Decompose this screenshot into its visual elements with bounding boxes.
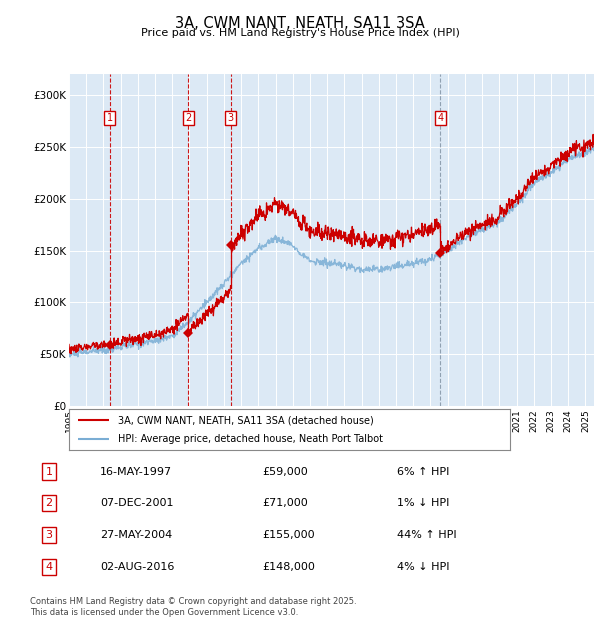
Text: 4: 4	[46, 562, 52, 572]
Text: 4: 4	[437, 113, 443, 123]
Text: 27-MAY-2004: 27-MAY-2004	[100, 530, 172, 540]
Text: Price paid vs. HM Land Registry's House Price Index (HPI): Price paid vs. HM Land Registry's House …	[140, 28, 460, 38]
Text: 16-MAY-1997: 16-MAY-1997	[100, 467, 172, 477]
Text: 1: 1	[46, 467, 52, 477]
Text: 3: 3	[46, 530, 52, 540]
Text: 4% ↓ HPI: 4% ↓ HPI	[397, 562, 450, 572]
Text: 3A, CWM NANT, NEATH, SA11 3SA (detached house): 3A, CWM NANT, NEATH, SA11 3SA (detached …	[118, 415, 373, 425]
Text: £71,000: £71,000	[262, 498, 308, 508]
Text: 44% ↑ HPI: 44% ↑ HPI	[397, 530, 457, 540]
Text: 3: 3	[228, 113, 234, 123]
Text: 1% ↓ HPI: 1% ↓ HPI	[397, 498, 449, 508]
Text: 2: 2	[46, 498, 52, 508]
Text: £148,000: £148,000	[262, 562, 315, 572]
Text: 07-DEC-2001: 07-DEC-2001	[100, 498, 174, 508]
Text: £59,000: £59,000	[262, 467, 308, 477]
Text: Contains HM Land Registry data © Crown copyright and database right 2025.
This d: Contains HM Land Registry data © Crown c…	[30, 598, 356, 617]
Text: 02-AUG-2016: 02-AUG-2016	[100, 562, 175, 572]
Text: £155,000: £155,000	[262, 530, 315, 540]
Text: 6% ↑ HPI: 6% ↑ HPI	[397, 467, 449, 477]
Text: HPI: Average price, detached house, Neath Port Talbot: HPI: Average price, detached house, Neat…	[118, 433, 383, 444]
Text: 2: 2	[185, 113, 191, 123]
Text: 1: 1	[107, 113, 113, 123]
Text: 3A, CWM NANT, NEATH, SA11 3SA: 3A, CWM NANT, NEATH, SA11 3SA	[175, 16, 425, 30]
